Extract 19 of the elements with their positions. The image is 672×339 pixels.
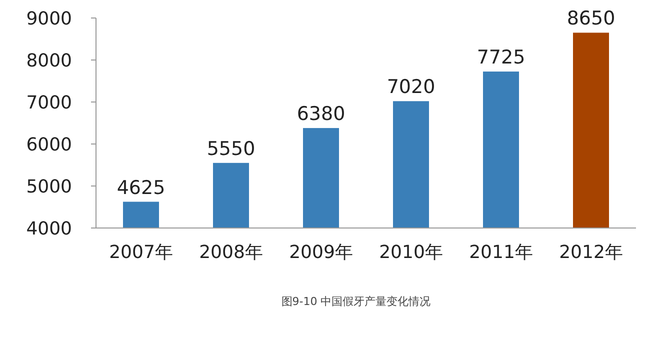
y-tick-label: 9000 (26, 8, 72, 30)
x-tick-label: 2012年 (559, 242, 623, 263)
x-tick-label: 2011年 (469, 242, 533, 263)
y-tick-label: 5000 (26, 176, 72, 198)
y-tick-label: 8000 (26, 50, 72, 72)
x-tick-label: 2007年 (109, 242, 173, 263)
data-label: 7725 (476, 46, 526, 69)
x-tick-label: 2009年 (289, 242, 353, 263)
y-tick-label: 7000 (26, 92, 72, 114)
x-tick-label: 2008年 (199, 242, 263, 263)
data-label: 8650 (566, 8, 616, 30)
text: 图9-10 中国假牙产量变化情况 (281, 295, 431, 308)
y-tick-label: 4000 (26, 218, 72, 240)
y-tick-label: 6000 (26, 134, 72, 156)
data-label: 6380 (296, 103, 346, 126)
x-tick-label: 2010年 (379, 242, 443, 263)
data-label: 4625 (116, 176, 166, 199)
data-label: 7020 (386, 76, 436, 98)
data-label: 5550 (206, 138, 256, 160)
